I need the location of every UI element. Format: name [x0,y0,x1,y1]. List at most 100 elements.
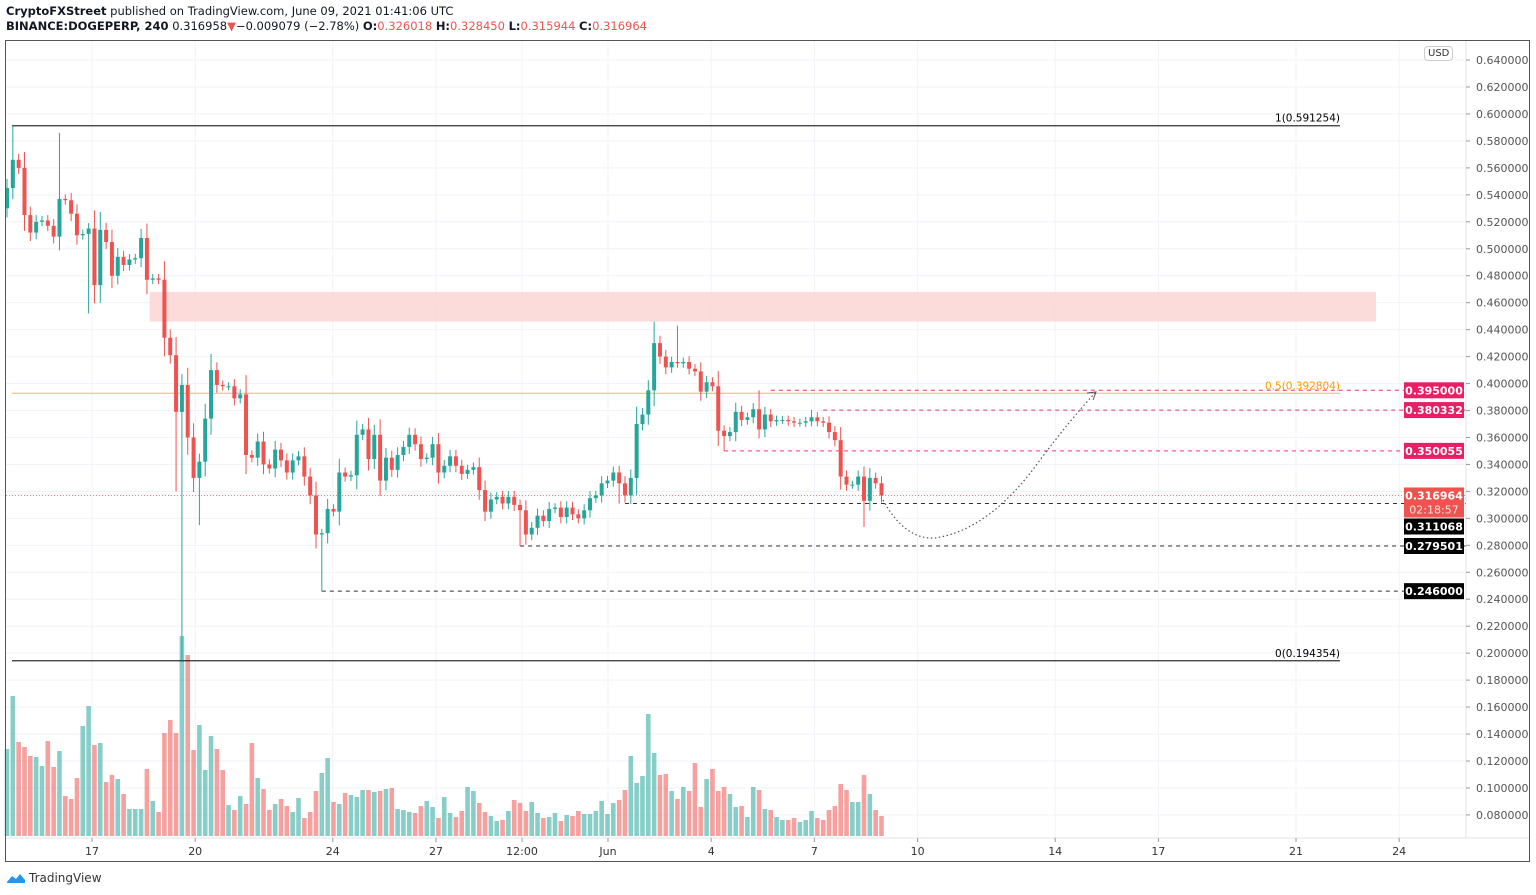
volume-bar [92,745,97,836]
open-value: 0.326018 [377,19,433,33]
volume-bar [348,795,354,836]
volume-bar [267,810,272,836]
last-price: 0.316958 [172,19,228,33]
projection-arrow-icon [1086,391,1097,401]
candles [5,125,884,661]
candle-down [366,429,371,460]
candle-up [139,237,144,259]
candle-down [570,507,575,515]
candle-up [611,472,616,481]
candle-down [22,167,27,216]
chart-frame [5,40,1530,862]
y-tick-label: 0.540000 [1476,189,1529,202]
price-tag [1404,402,1464,419]
volume-bar [529,802,534,836]
y-tick-label: 0.260000 [1476,566,1529,579]
volume-bar [424,801,430,836]
candle-up [605,480,610,484]
volume-bar [80,726,86,836]
candle-down [220,384,225,387]
y-tick-label: 0.560000 [1476,162,1529,175]
price-tag [1404,518,1464,535]
y-tick-label: 0.380000 [1476,405,1529,418]
volume-bar [127,809,132,836]
bar-countdown: 02:18:57 [1409,503,1458,516]
tradingview-logo[interactable]: TradingView [6,871,102,885]
volume-bar [809,811,814,836]
volume-bar [564,815,569,836]
x-tick-label: 24 [1392,845,1406,858]
candle-down [862,476,867,501]
candle-down [815,417,820,422]
price-axis[interactable]: 0.640000 0.620000 0.600000 0.580000 0.560000… [1466,54,1529,822]
candle-up [745,417,750,420]
symbol-name[interactable]: BINANCE:DOGEPERP, 240 [6,19,169,33]
candle-up [86,228,91,234]
volume-bar [774,817,779,836]
x-tick-label: 7 [811,845,818,858]
volume-bar [552,813,558,836]
price-tag [1404,382,1464,399]
candle-down [174,355,179,412]
publisher-name[interactable]: CryptoFXStreet [6,4,107,18]
candle-up [652,343,657,391]
candle-down [261,441,266,465]
candle-up [634,424,639,478]
volume-bar [541,818,546,836]
candle-down [343,472,348,477]
volume-bar [733,807,739,836]
candle-down [663,356,668,368]
candle-up [39,220,44,222]
volume-bar [611,803,616,836]
x-tick-label: 12:00 [506,845,538,858]
volume-bar [39,766,45,836]
candle-up [255,441,260,458]
x-tick-label: 17 [1151,845,1165,858]
published-text: published on TradingView.com, June 09, 2… [110,4,454,18]
publish-info: CryptoFXStreet published on TradingView.… [6,4,453,18]
volume-bar [447,813,453,836]
y-tick-label: 0.360000 [1476,431,1529,444]
open-label: O: [362,19,378,33]
candle-down [418,444,423,460]
volume-bar [482,812,488,836]
y-tick-label: 0.300000 [1476,512,1529,525]
candle-up [407,434,412,447]
volume-bar [302,818,307,836]
projection-curve[interactable] [882,392,1096,539]
candle-up [646,390,651,415]
candle-down [214,370,219,385]
volume-bar [307,812,313,836]
candle-up [681,361,686,364]
volume-bar [144,769,150,836]
candle-down [63,198,68,201]
volume-bar [436,818,441,836]
volume-bar [284,806,290,836]
y-tick-label: 0.240000 [1476,593,1529,606]
currency-label[interactable]: USD [1424,46,1454,61]
volume-bar [255,778,260,836]
volume-bar [785,820,791,836]
candle-down [675,361,680,364]
fib-label: 1(0.591254) [1275,113,1340,125]
volume-bar [383,789,389,836]
volume-bar [576,811,581,836]
candle-down [844,476,849,485]
volume-bar [214,749,220,836]
fib-retracement[interactable]: 1(0.591254) 0.5(0.392804) 0(0.194354) [12,113,1340,662]
horizontal-levels[interactable] [6,389,1466,592]
x-tick-label: Jun [598,845,616,858]
time-axis[interactable]: 17 20 24 27 12:00 Jun 4 7 10 14 17 21 24 [85,838,1406,858]
candle-up [774,419,779,422]
candle-down [558,507,563,518]
volume-bar [28,756,33,836]
candle-down [413,434,418,445]
candle-down [879,483,884,496]
volume-bar [33,757,39,836]
candle-down [244,394,249,456]
volume-bar [861,775,867,836]
low-value: 0.315944 [520,19,576,33]
volume-bar [138,809,144,836]
price-tag-label: 0.311068 [1405,520,1463,533]
